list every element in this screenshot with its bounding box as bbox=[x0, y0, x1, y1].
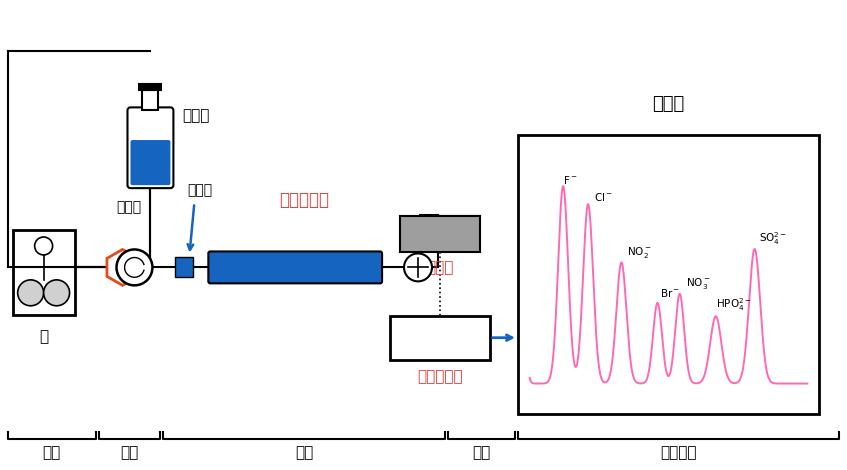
Circle shape bbox=[18, 280, 44, 306]
Circle shape bbox=[404, 253, 432, 282]
Text: 流动相: 流动相 bbox=[182, 108, 210, 123]
Text: $\mathregular{F^-}$: $\mathregular{F^-}$ bbox=[563, 174, 578, 186]
FancyBboxPatch shape bbox=[130, 140, 170, 185]
Text: $\mathregular{SO_4^{2-}}$: $\mathregular{SO_4^{2-}}$ bbox=[759, 230, 787, 247]
Text: $\mathregular{Br^-}$: $\mathregular{Br^-}$ bbox=[661, 288, 681, 299]
FancyBboxPatch shape bbox=[128, 107, 174, 188]
Text: $\mathregular{NO_3^-}$: $\mathregular{NO_3^-}$ bbox=[686, 276, 711, 291]
Bar bbox=[518, 135, 819, 415]
Text: 输液: 输液 bbox=[42, 446, 61, 461]
Text: 抑制器: 抑制器 bbox=[426, 260, 454, 275]
Text: $\mathregular{NO_2^-}$: $\mathregular{NO_2^-}$ bbox=[628, 245, 652, 260]
Text: 电导检测器: 电导检测器 bbox=[418, 369, 462, 384]
Text: 保护渗: 保护渗 bbox=[187, 184, 212, 197]
Text: 泵: 泵 bbox=[39, 329, 48, 344]
Circle shape bbox=[35, 237, 53, 255]
Text: 数据记录: 数据记录 bbox=[661, 446, 697, 461]
Bar bbox=[400, 216, 480, 252]
Text: 色谱图: 色谱图 bbox=[652, 95, 684, 113]
Bar bbox=[140, 85, 162, 90]
Polygon shape bbox=[107, 250, 138, 285]
Bar bbox=[175, 258, 193, 277]
Circle shape bbox=[117, 250, 152, 285]
Text: 离子色谱渗: 离子色谱渗 bbox=[279, 190, 329, 209]
Text: 分离: 分离 bbox=[295, 446, 313, 461]
Text: 进样器: 进样器 bbox=[116, 201, 141, 215]
Bar bbox=[142, 90, 158, 110]
Text: 进样: 进样 bbox=[120, 446, 139, 461]
Circle shape bbox=[44, 280, 69, 306]
Bar bbox=[390, 316, 490, 360]
Text: $\mathregular{Cl^-}$: $\mathregular{Cl^-}$ bbox=[594, 191, 613, 203]
Text: 检测: 检测 bbox=[473, 446, 490, 461]
FancyBboxPatch shape bbox=[208, 251, 382, 283]
Text: 检测池: 检测池 bbox=[411, 227, 435, 242]
Text: $\mathregular{HPO_4^{2-}}$: $\mathregular{HPO_4^{2-}}$ bbox=[716, 296, 751, 313]
Bar bbox=[13, 230, 75, 315]
